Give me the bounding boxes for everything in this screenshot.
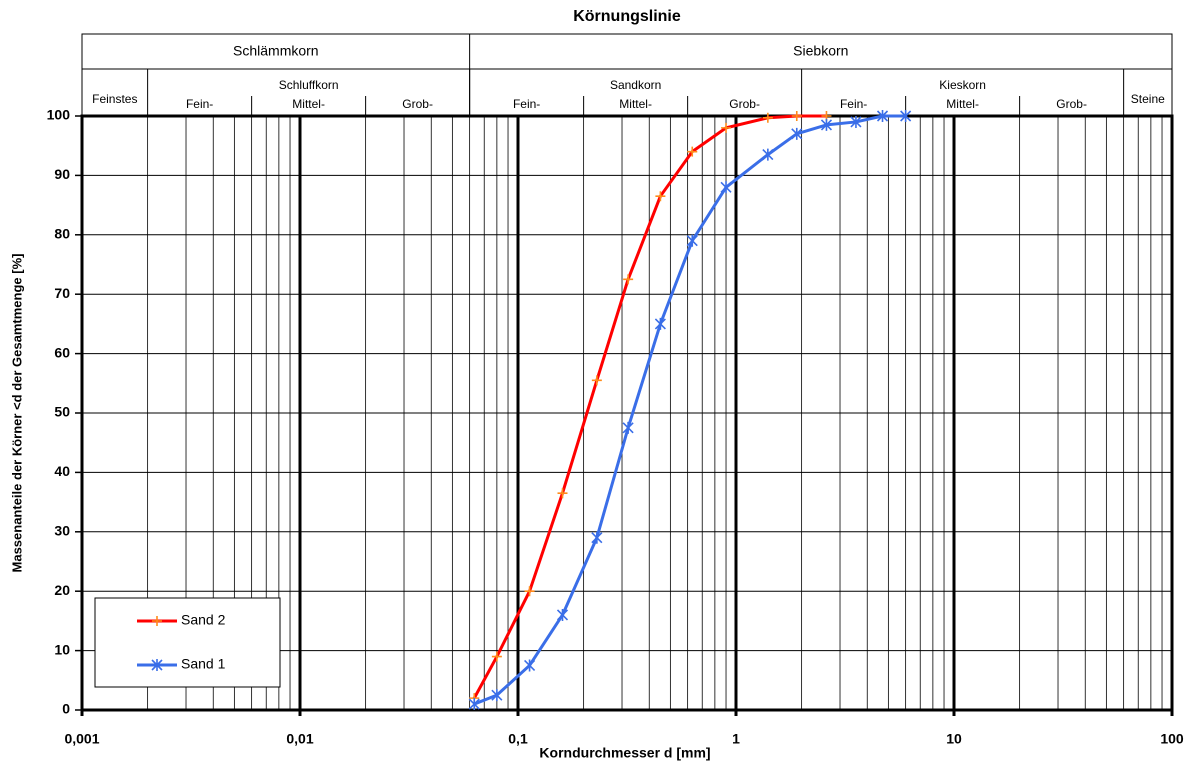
- zone-label: Feinstes: [92, 92, 137, 106]
- data-point: [762, 148, 774, 161]
- zone-part-label: Fein-: [840, 97, 867, 111]
- x-tick-label: 0,001: [64, 731, 99, 747]
- y-tick-label: 40: [54, 463, 70, 479]
- zone-part-label: Mittel-: [946, 97, 979, 111]
- data-point: [876, 110, 889, 122]
- data-point: [791, 127, 803, 140]
- x-tick-label: 100: [1160, 731, 1184, 747]
- data-point: [623, 274, 634, 285]
- data-point: [686, 234, 698, 247]
- group-label: Siebkorn: [793, 43, 848, 59]
- zone-label: Schluffkorn: [279, 78, 339, 92]
- y-tick-label: 50: [54, 404, 70, 420]
- zone-part-label: Fein-: [186, 97, 213, 111]
- data-point: [850, 115, 862, 128]
- data-point: [591, 531, 603, 544]
- data-point: [557, 488, 568, 499]
- data-point: [654, 317, 666, 330]
- zone-part-label: Grob-: [1056, 97, 1087, 111]
- zone-label: Steine: [1131, 92, 1165, 106]
- y-tick-label: 30: [54, 523, 70, 539]
- data-point: [762, 112, 773, 123]
- y-tick-label: 10: [54, 641, 70, 657]
- legend-marker: [151, 659, 163, 671]
- data-point: [720, 181, 732, 194]
- x-tick-label: 1: [732, 731, 740, 747]
- zone-label: Sandkorn: [610, 78, 661, 92]
- data-point: [524, 659, 536, 672]
- zone-part-label: Mittel-: [292, 97, 325, 111]
- zone-part-label: Grob-: [729, 97, 760, 111]
- y-tick-label: 0: [62, 701, 70, 717]
- zone-label: Kieskorn: [939, 78, 986, 92]
- data-point: [622, 421, 634, 434]
- chart-title: Körnungslinie: [573, 8, 681, 25]
- x-tick-label: 0,1: [508, 731, 528, 747]
- data-point: [591, 375, 602, 386]
- data-point: [820, 118, 833, 131]
- data-point: [556, 608, 569, 621]
- zone-part-label: Mittel-: [619, 97, 652, 111]
- plot-border: [80, 114, 1174, 712]
- legend-label: Sand 1: [181, 656, 226, 672]
- zone-part-label: Fein-: [513, 97, 540, 111]
- data-point: [721, 122, 732, 133]
- y-axis-label: Massenanteile der Körner <d der Gesamtme…: [9, 254, 24, 573]
- group-label: Schlämmkorn: [233, 43, 319, 59]
- data-point: [900, 110, 912, 122]
- y-tick-label: 20: [54, 582, 70, 598]
- data-point: [491, 689, 503, 702]
- legend-marker: [152, 616, 162, 626]
- y-tick-label: 70: [54, 285, 70, 301]
- y-tick-label: 100: [47, 107, 71, 123]
- data-point: [687, 146, 698, 157]
- x-tick-label: 0,01: [286, 731, 313, 747]
- x-axis-label: Korndurchmesser d [mm]: [539, 745, 710, 761]
- data-point: [791, 111, 802, 121]
- y-tick-label: 60: [54, 344, 70, 360]
- data-point: [491, 651, 502, 662]
- series-line: [472, 114, 827, 699]
- y-tick-label: 90: [54, 166, 70, 182]
- y-tick-label: 80: [54, 226, 70, 242]
- x-tick-label: 10: [946, 731, 962, 747]
- legend-box: [94, 597, 281, 688]
- data-point: [468, 698, 480, 711]
- data-point: [655, 191, 666, 202]
- legend-label: Sand 2: [181, 612, 226, 628]
- zone-part-label: Grob-: [402, 97, 433, 111]
- data-point: [524, 586, 535, 597]
- series-line: [473, 114, 906, 706]
